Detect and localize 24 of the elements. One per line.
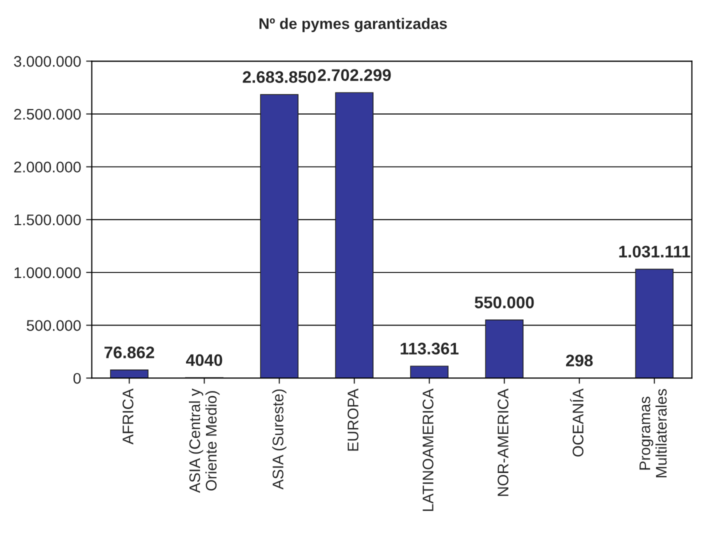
y-tick-label: 3.000.000 — [14, 56, 81, 67]
data-label: 2.683.850 — [242, 71, 316, 83]
y-tick-label: 1.500.000 — [14, 214, 81, 226]
y-tick-label: 1.000.000 — [14, 267, 81, 278]
data-label: 298 — [566, 354, 593, 366]
x-tick-label: ASIA (Central y Oriente Medio) — [188, 388, 220, 493]
y-tick-label: 0 — [73, 372, 81, 384]
x-tick-label: Programas Multilaterales — [640, 389, 667, 478]
x-tick-label: OCEANÍA — [570, 388, 584, 457]
x-tick-label: EUROPA — [348, 388, 358, 451]
y-tick-label: 2.000.000 — [14, 162, 81, 172]
data-label: 76.862 — [104, 346, 154, 358]
x-tick-label: LATINOAMERICA — [422, 388, 434, 511]
data-label: 4040 — [186, 354, 222, 366]
x-tick-label: NOR-AMERICA — [498, 388, 508, 496]
chart-title: Nº de pymes garantizadas — [260, 18, 447, 32]
x-tick-label: ASIA (Sureste) — [272, 389, 286, 490]
y-tick-label: 500.000 — [26, 320, 81, 331]
y-tick-label: 2.500.000 — [14, 108, 81, 120]
data-label: 2.702.299 — [318, 69, 391, 81]
x-tick-label: AFRICA — [122, 388, 134, 444]
data-label: 550.000 — [474, 296, 534, 308]
data-label: 1.031.111 — [619, 246, 690, 258]
data-label: 113.361 — [400, 342, 459, 354]
